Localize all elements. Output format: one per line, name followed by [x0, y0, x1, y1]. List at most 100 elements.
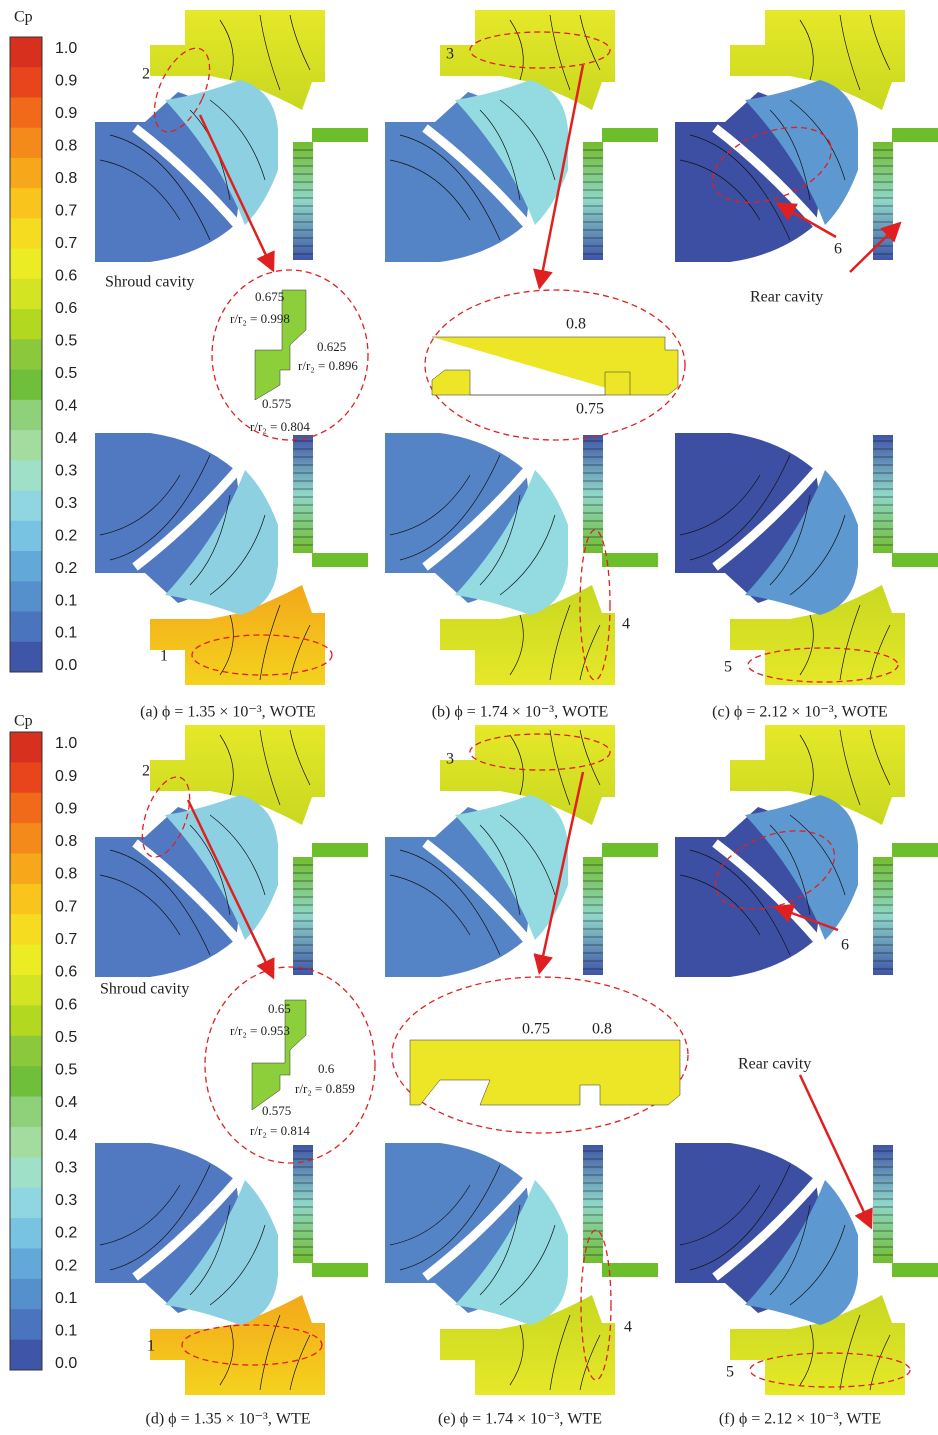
colorbar-band — [10, 1340, 42, 1371]
colorbar-label: 0.2 — [55, 1257, 77, 1274]
zoom-label: r/r₂ = 0.998 — [230, 311, 290, 326]
rear-strip — [583, 1145, 603, 1263]
marker: 2 — [142, 763, 150, 780]
colorbar-label: 0.1 — [55, 1290, 77, 1307]
colorbar-band — [10, 1066, 42, 1097]
rear-strip — [293, 142, 313, 260]
rear-strip — [583, 142, 603, 260]
zoom-label: 0.75 — [522, 1021, 550, 1038]
colorbar-band — [10, 975, 42, 1006]
colorbar-band — [10, 884, 42, 915]
colorbar-band — [10, 1309, 42, 1340]
zoom-label: 0.6 — [318, 1061, 335, 1076]
colorbar-label: 0.2 — [55, 527, 77, 544]
colorbar-band — [10, 460, 42, 491]
colorbar-label: 0.0 — [55, 657, 77, 674]
colorbar-label: 0.5 — [55, 1062, 77, 1079]
marker: 6 — [834, 241, 842, 258]
rear-strip — [873, 1145, 893, 1263]
caption: (f) ϕ = 2.12 × 10⁻³, WTE — [719, 1411, 881, 1428]
marker: 1 — [160, 648, 168, 665]
colorbar-band — [10, 854, 42, 885]
colorbar-label: 0.8 — [55, 170, 77, 187]
outlet-arm — [892, 128, 938, 142]
colorbar-band — [10, 309, 42, 340]
zoom-label: r/r₂ = 0.896 — [298, 358, 358, 373]
figure-bottom: Cp (d) ϕ = 1.35 × 10⁻³, WTE (e) ϕ = 1.74… — [10, 713, 938, 1428]
colorbar-label: 0.3 — [55, 1159, 77, 1176]
colorbar-label: 0.8 — [55, 138, 77, 155]
colorbar-label: 0.6 — [55, 964, 77, 981]
callout: Rear cavity — [738, 1056, 811, 1073]
zoom-label: 0.675 — [255, 289, 284, 304]
contour-panel — [380, 1143, 658, 1395]
colorbar-band — [10, 823, 42, 854]
colorbar-band — [10, 430, 42, 461]
colorbar-band — [10, 128, 42, 159]
colorbar-band — [10, 249, 42, 280]
colorbar-label: 0.9 — [55, 768, 77, 785]
contour-panel — [380, 433, 658, 685]
rear-strip — [873, 435, 893, 553]
marker: 2 — [142, 66, 150, 83]
zoom-shape — [410, 1040, 680, 1105]
colorbar-label: 1.0 — [55, 735, 77, 752]
colorbar-label: 0.9 — [55, 800, 77, 817]
caption: (d) ϕ = 1.35 × 10⁻³, WTE — [145, 1411, 310, 1428]
colorbar-band — [10, 521, 42, 552]
colorbar-band — [10, 551, 42, 582]
marker: 4 — [624, 1319, 632, 1336]
colorbar-band — [10, 762, 42, 793]
outlet-arm — [312, 553, 368, 567]
rear-strip — [583, 857, 603, 975]
zoom-label: 0.625 — [317, 339, 346, 354]
colorbar-label: 0.9 — [55, 73, 77, 90]
zoom-label: r/r₂ = 0.804 — [250, 419, 310, 434]
colorbar-band — [10, 1005, 42, 1036]
outlet-arm — [312, 128, 368, 142]
colorbar-band — [10, 1218, 42, 1249]
marker: 5 — [724, 659, 732, 676]
colorbar-title: Cp — [14, 9, 33, 26]
outlet-arm — [892, 553, 938, 567]
figure-top: Cp (a) ϕ = 1.35 × 10⁻³, WOTE (b) ϕ = 1.7… — [10, 9, 938, 721]
colorbar-band — [10, 188, 42, 219]
colorbar-label: 0.2 — [55, 1225, 77, 1242]
colorbar-band — [10, 642, 42, 673]
colorbar-label: 0.4 — [55, 1127, 77, 1144]
caption: (c) ϕ = 2.12 × 10⁻³, WOTE — [712, 704, 888, 721]
outlet-arm — [602, 553, 658, 567]
zoom-label: 0.575 — [262, 1103, 291, 1118]
contour-panel — [670, 433, 938, 685]
colorbar-label: 0.8 — [55, 866, 77, 883]
outlet-arm — [602, 128, 658, 142]
outlet-arm — [602, 843, 658, 857]
colorbar-label: 0.4 — [55, 430, 77, 447]
colorbar-label: 0.1 — [55, 1323, 77, 1340]
colorbar-label: 0.4 — [55, 397, 77, 414]
colorbar-label: 0.5 — [55, 365, 77, 382]
colorbar-label: 0.7 — [55, 235, 77, 252]
colorbar-label: 0.3 — [55, 495, 77, 512]
outlet-arm — [892, 1263, 938, 1277]
caption: (a) ϕ = 1.35 × 10⁻³, WOTE — [140, 704, 316, 721]
colorbar-label: 0.2 — [55, 560, 77, 577]
zoom-label: r/r₂ = 0.859 — [295, 1081, 355, 1096]
colorbar-label: 0.1 — [55, 592, 77, 609]
colorbar-band — [10, 1036, 42, 1067]
zoom-label: 0.8 — [566, 316, 586, 333]
marker: 1 — [147, 1338, 155, 1355]
rear-strip — [293, 1145, 313, 1263]
colorbar-label: 0.6 — [55, 300, 77, 317]
zoom-shape — [432, 337, 678, 395]
callout: Shroud cavity — [105, 274, 194, 291]
colorbar-band — [10, 279, 42, 310]
colorbar-band — [10, 67, 42, 98]
caption: (e) ϕ = 1.74 × 10⁻³, WTE — [438, 1411, 602, 1428]
colorbar-band — [10, 218, 42, 249]
rear-strip — [873, 142, 893, 260]
colorbar-band — [10, 491, 42, 522]
marker: 6 — [841, 937, 849, 954]
rear-strip — [293, 435, 313, 553]
colorbar-label: 0.3 — [55, 462, 77, 479]
